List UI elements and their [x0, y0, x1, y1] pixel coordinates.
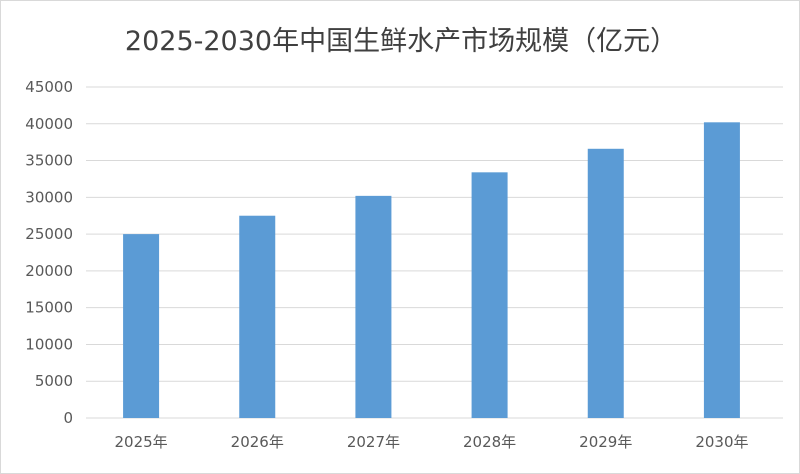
y-tick-label: 5000 — [35, 372, 73, 390]
bar — [123, 234, 160, 418]
y-tick-label: 35000 — [25, 152, 73, 170]
y-tick-label: 0 — [63, 409, 73, 427]
y-tick-label: 45000 — [25, 78, 73, 96]
x-tick-label: 2028年 — [463, 433, 516, 451]
x-tick-label: 2030年 — [695, 433, 748, 451]
x-tick-label: 2027年 — [347, 433, 400, 451]
bar — [239, 215, 276, 418]
bar — [355, 195, 392, 418]
bar — [587, 148, 624, 418]
y-tick-label: 25000 — [25, 225, 73, 243]
x-tick-label: 2029年 — [579, 433, 632, 451]
x-tick-label: 2025年 — [114, 433, 167, 451]
y-tick-label: 40000 — [25, 115, 73, 133]
y-tick-label: 30000 — [25, 188, 73, 206]
bar — [703, 122, 740, 418]
bar — [471, 172, 508, 418]
y-tick-label: 20000 — [25, 262, 73, 280]
chart-title: 2025-2030年中国生鲜水产市场规模（亿元） — [124, 26, 678, 57]
y-tick-label: 15000 — [25, 299, 73, 317]
x-tick-label: 2026年 — [231, 433, 284, 451]
y-tick-label: 10000 — [25, 335, 73, 353]
